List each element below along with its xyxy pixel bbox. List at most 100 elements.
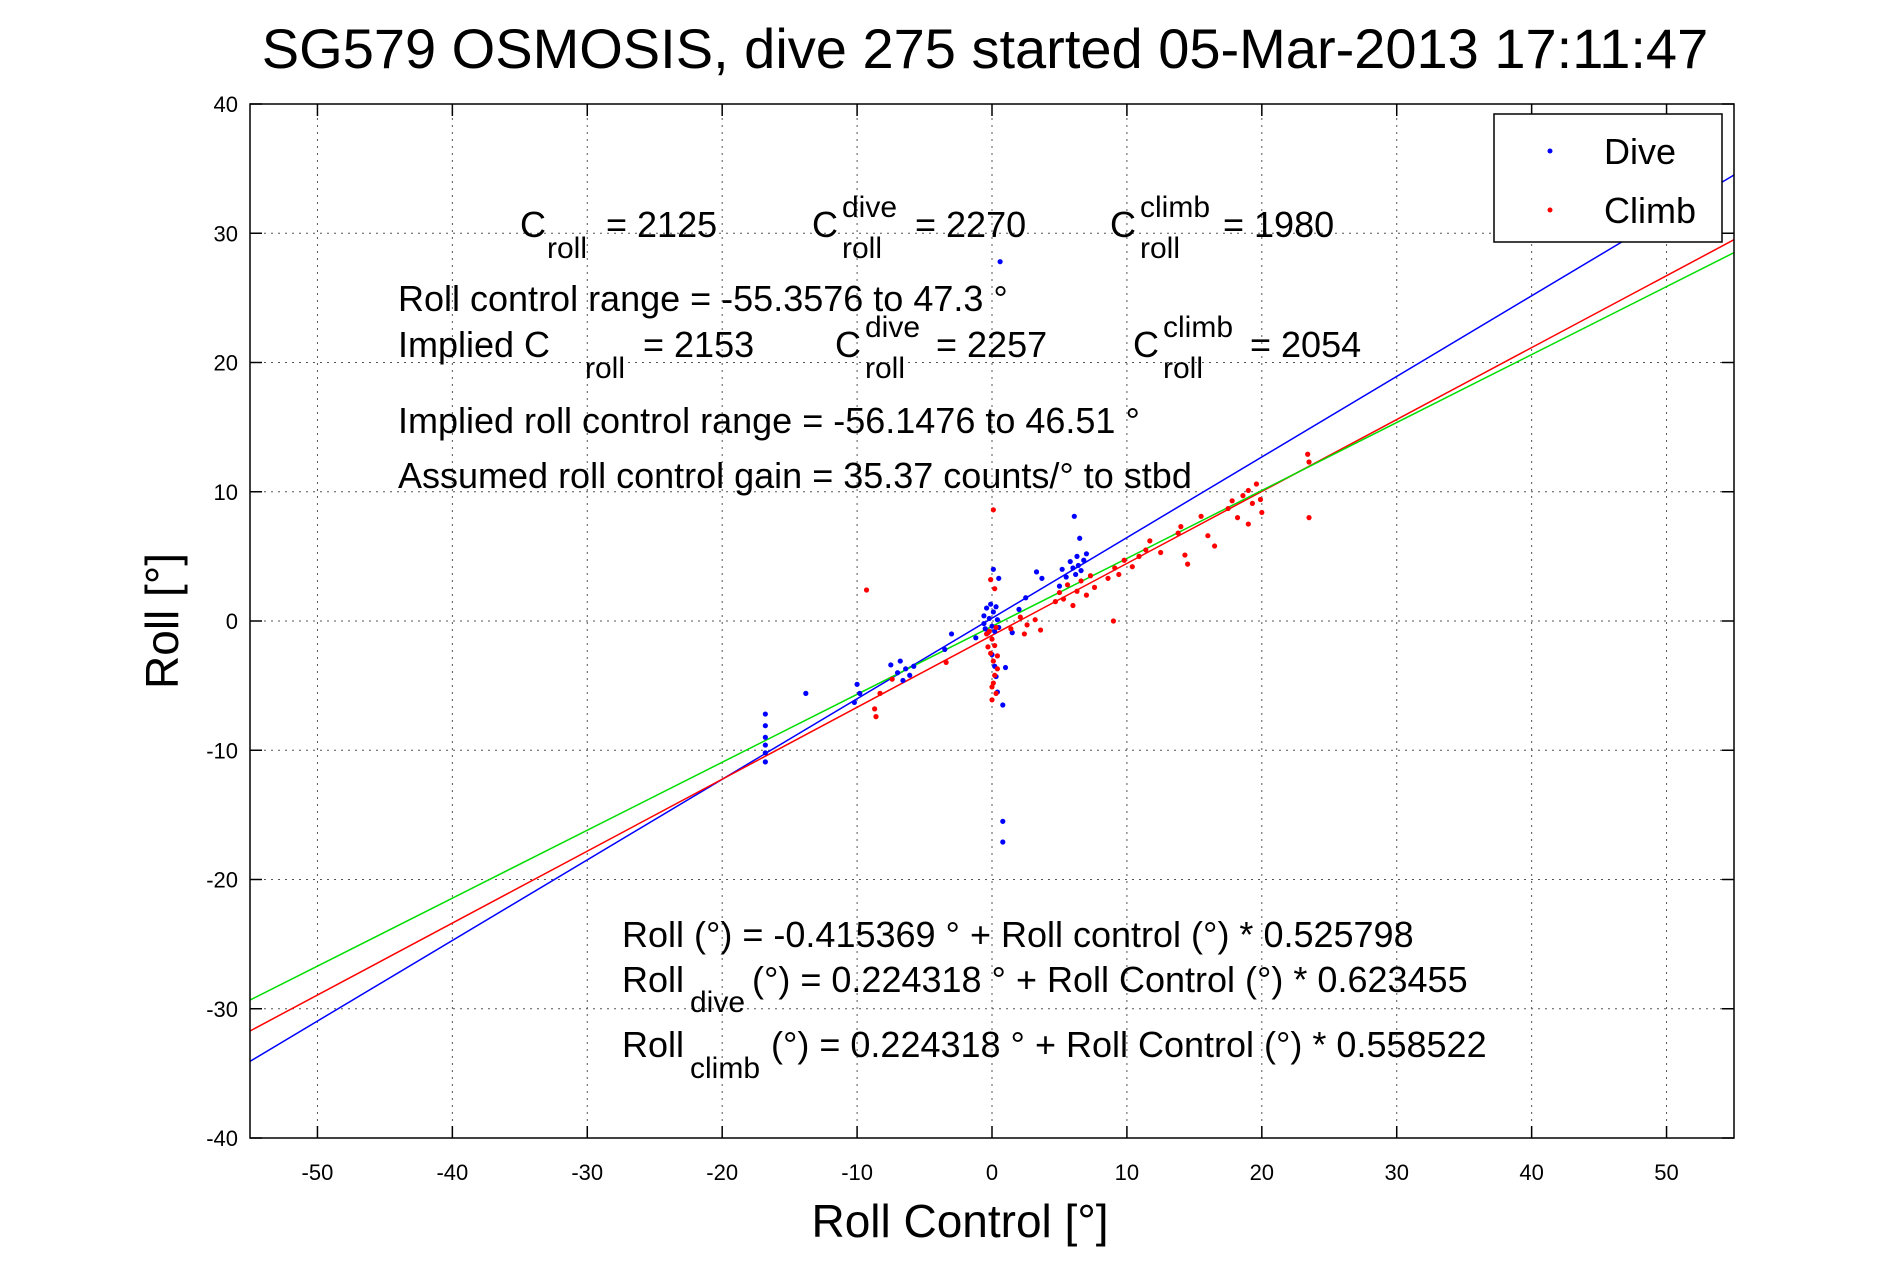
climb-point bbox=[1008, 626, 1014, 632]
climb-point bbox=[994, 653, 1000, 659]
dive-point bbox=[854, 681, 860, 687]
x-tick-label: 0 bbox=[986, 1160, 998, 1185]
dive-point bbox=[1000, 818, 1006, 824]
dive-point bbox=[1077, 535, 1083, 541]
svg-text:Roll: Roll bbox=[622, 1024, 684, 1065]
dive-point bbox=[1083, 551, 1090, 557]
dive-point bbox=[1023, 595, 1029, 601]
dive-point bbox=[984, 605, 990, 611]
climb-point bbox=[990, 658, 996, 664]
climb-point bbox=[990, 680, 996, 686]
dive-point bbox=[762, 723, 768, 729]
dive-point bbox=[1000, 702, 1006, 708]
dive-point bbox=[911, 663, 917, 669]
legend-box bbox=[1493, 113, 1723, 243]
climb-point bbox=[1037, 627, 1044, 633]
climb-point bbox=[873, 714, 879, 720]
legend-climb-marker bbox=[1547, 207, 1553, 213]
dive-point bbox=[762, 742, 768, 748]
svg-text:dive: dive bbox=[690, 986, 745, 1019]
climb-point bbox=[992, 672, 998, 678]
climb-point bbox=[1070, 602, 1076, 609]
chart-title: SG579 OSMOSIS, dive 275 started 05-Mar-2… bbox=[262, 17, 1708, 80]
dive-point bbox=[762, 711, 768, 717]
dive-point bbox=[996, 575, 1002, 581]
dive-point bbox=[989, 623, 995, 629]
climb-point bbox=[1245, 521, 1251, 527]
climb-point bbox=[1078, 578, 1084, 584]
y-tick-label: -30 bbox=[206, 997, 238, 1022]
dive-point bbox=[762, 759, 768, 765]
dive-point bbox=[762, 750, 768, 756]
dive-point bbox=[988, 601, 994, 607]
climb-point bbox=[1205, 533, 1211, 539]
dive-point bbox=[903, 666, 909, 672]
climb-point bbox=[1253, 481, 1260, 487]
svg-text:roll: roll bbox=[842, 232, 882, 265]
dive-point bbox=[997, 259, 1003, 265]
scatter-points bbox=[762, 259, 1312, 845]
climb-point bbox=[1052, 599, 1059, 605]
svg-text:= 2054: = 2054 bbox=[1250, 324, 1361, 365]
svg-text:C: C bbox=[812, 204, 838, 245]
climb-point bbox=[986, 628, 992, 634]
y-tick-label: 20 bbox=[214, 351, 238, 376]
y-tick-label: -40 bbox=[206, 1126, 238, 1151]
dive-point bbox=[1059, 566, 1065, 572]
dive-point bbox=[942, 646, 948, 653]
dive-point bbox=[900, 677, 906, 684]
svg-text:= 2153: = 2153 bbox=[643, 324, 754, 365]
climb-point bbox=[1182, 552, 1188, 558]
climb-point bbox=[1087, 573, 1094, 579]
dive-point bbox=[994, 617, 1000, 623]
dive-point bbox=[1063, 574, 1069, 580]
climb-point bbox=[1021, 631, 1027, 637]
y-tick-label: 40 bbox=[214, 92, 238, 117]
dive-point bbox=[1071, 513, 1077, 519]
climb-point bbox=[992, 586, 998, 592]
climb-point bbox=[863, 587, 870, 593]
implied-c-roll-annotation: Implied C roll = 2153 bbox=[398, 324, 754, 385]
c-roll-dive-annotation: C dive roll = 2270 bbox=[812, 191, 1026, 265]
svg-text:roll: roll bbox=[865, 352, 905, 385]
dive-point bbox=[907, 672, 913, 678]
climb-point bbox=[1229, 498, 1235, 504]
svg-text:roll: roll bbox=[1163, 352, 1203, 385]
axis-ticks: -50 -40 -30 -20 -10 0 10 20 30 40 50 -40 -30 -20 -10 0 1… bbox=[206, 92, 1734, 1185]
dive-point bbox=[857, 690, 863, 696]
svg-text:climb: climb bbox=[1140, 191, 1210, 224]
dive-point bbox=[851, 699, 857, 706]
dive-point bbox=[973, 635, 979, 641]
x-tick-label: 20 bbox=[1250, 1160, 1274, 1185]
climb-point bbox=[943, 659, 949, 665]
x-tick-label: 50 bbox=[1654, 1160, 1678, 1185]
x-tick-label: -40 bbox=[436, 1160, 468, 1185]
svg-text:(°) = 0.224318 ° + Roll Contro: (°) = 0.224318 ° + Roll Control (°) * 0.… bbox=[771, 1024, 1487, 1065]
dive-point bbox=[1039, 575, 1045, 581]
climb-point bbox=[1121, 557, 1127, 563]
y-tick-label: 0 bbox=[226, 609, 238, 634]
climb-point bbox=[1060, 596, 1067, 602]
climb-point bbox=[877, 690, 883, 696]
climb-point bbox=[1212, 543, 1218, 549]
legend-climb-label: Climb bbox=[1604, 190, 1696, 231]
climb-point bbox=[992, 642, 998, 649]
climb-point bbox=[1249, 500, 1255, 506]
climb-point bbox=[1306, 459, 1312, 465]
legend: Dive Climb bbox=[1493, 113, 1723, 243]
svg-text:roll: roll bbox=[585, 352, 625, 385]
dive-point bbox=[981, 620, 987, 627]
climb-point bbox=[1259, 509, 1265, 516]
implied-c-roll-dive-annotation: C dive roll = 2257 bbox=[835, 311, 1047, 385]
climb-point bbox=[990, 507, 996, 513]
climb-point bbox=[985, 644, 991, 650]
climb-point bbox=[1225, 505, 1231, 512]
climb-point bbox=[1056, 589, 1063, 596]
climb-point bbox=[989, 636, 995, 642]
dive-point bbox=[1081, 557, 1087, 563]
dive-point bbox=[1070, 565, 1076, 571]
svg-text:Implied C: Implied C bbox=[398, 324, 550, 365]
climb-point bbox=[1158, 549, 1164, 556]
climb-point bbox=[1112, 565, 1118, 571]
